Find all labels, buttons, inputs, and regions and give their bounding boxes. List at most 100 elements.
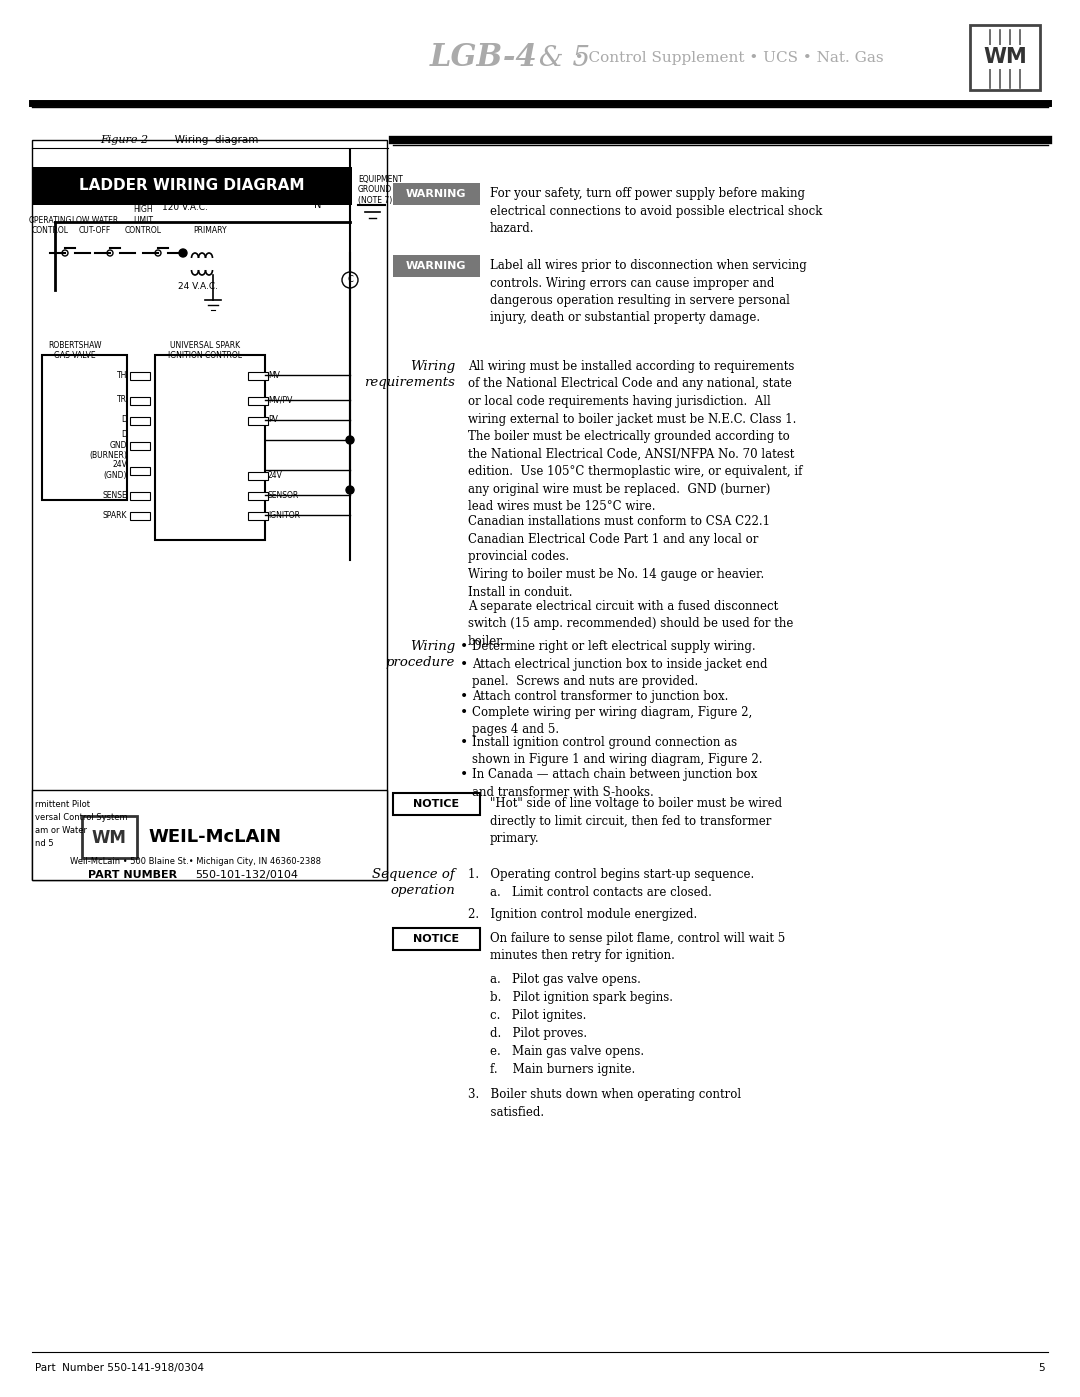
Text: Install ignition control ground connection as
shown in Figure 1 and wiring diagr: Install ignition control ground connecti… xyxy=(472,736,762,767)
Text: SPARK: SPARK xyxy=(103,510,127,520)
Text: LOW WATER
CUT-OFF: LOW WATER CUT-OFF xyxy=(72,215,118,235)
Text: PART NUMBER: PART NUMBER xyxy=(87,870,177,880)
Text: Weil-McLain • 500 Blaine St.• Michigan City, IN 46360-2388: Weil-McLain • 500 Blaine St.• Michigan C… xyxy=(69,858,321,866)
Text: Complete wiring per wiring diagram, Figure 2,
pages 4 and 5.: Complete wiring per wiring diagram, Figu… xyxy=(472,705,753,736)
Bar xyxy=(248,492,268,500)
Bar xyxy=(130,511,150,520)
Bar xyxy=(393,793,480,814)
Text: Wiring
procedure: Wiring procedure xyxy=(386,640,455,669)
Text: Attach electrical junction box to inside jacket end
panel.  Screws and nuts are : Attach electrical junction box to inside… xyxy=(472,658,768,689)
Bar xyxy=(130,372,150,380)
Text: Sequence of
operation: Sequence of operation xyxy=(373,868,455,897)
Bar xyxy=(970,25,1040,89)
Text: rmittent Pilot: rmittent Pilot xyxy=(35,800,90,809)
Bar xyxy=(130,397,150,405)
Text: N: N xyxy=(314,200,322,210)
Text: WM: WM xyxy=(983,47,1027,67)
Text: Wiring
requirements: Wiring requirements xyxy=(364,360,455,388)
Text: nd 5: nd 5 xyxy=(35,840,54,848)
Bar xyxy=(248,416,268,425)
Bar xyxy=(32,168,352,205)
Text: Label all wires prior to disconnection when servicing
controls. Wiring errors ca: Label all wires prior to disconnection w… xyxy=(490,258,807,324)
Text: In Canada — attach chain between junction box
and transformer with S-hooks.: In Canada — attach chain between junctio… xyxy=(472,768,757,799)
Text: •: • xyxy=(460,658,468,672)
Bar xyxy=(130,492,150,500)
Bar xyxy=(248,372,268,380)
Text: 5: 5 xyxy=(1038,1363,1045,1373)
Text: versal Control System: versal Control System xyxy=(35,813,127,821)
Text: A separate electrical circuit with a fused disconnect
switch (15 amp. recommende: A separate electrical circuit with a fus… xyxy=(468,599,794,648)
Text: Wiring to boiler must be No. 14 gauge or heavier.
Install in conduit.: Wiring to boiler must be No. 14 gauge or… xyxy=(468,569,765,598)
Bar xyxy=(248,472,268,481)
Text: 1.   Operating control begins start-up sequence.: 1. Operating control begins start-up seq… xyxy=(468,868,754,882)
Bar xyxy=(130,441,150,450)
Text: a.   Pilot gas valve opens.: a. Pilot gas valve opens. xyxy=(490,972,640,986)
Text: WARNING: WARNING xyxy=(406,189,467,198)
Text: •: • xyxy=(460,705,468,719)
Text: 3.   Boiler shuts down when operating control
      satisfied.: 3. Boiler shuts down when operating cont… xyxy=(468,1088,741,1119)
Bar xyxy=(32,140,387,880)
Text: 24 V.A.C.: 24 V.A.C. xyxy=(178,282,218,291)
Text: e.   Main gas valve opens.: e. Main gas valve opens. xyxy=(490,1045,644,1058)
Text: LADDER WIRING DIAGRAM: LADDER WIRING DIAGRAM xyxy=(79,179,305,194)
Circle shape xyxy=(156,250,161,256)
Text: OPERATING
CONTROL: OPERATING CONTROL xyxy=(28,215,71,235)
Bar xyxy=(393,256,480,277)
Text: SENSE: SENSE xyxy=(103,490,127,500)
Text: The boiler must be electrically grounded according to
the National Electrical Co: The boiler must be electrically grounded… xyxy=(468,430,802,513)
Text: PRIMARY: PRIMARY xyxy=(193,226,227,235)
Text: IGNITOR: IGNITOR xyxy=(268,510,300,520)
Bar xyxy=(248,511,268,520)
Text: "Hot" side of line voltage to boiler must be wired
directly to limit circuit, th: "Hot" side of line voltage to boiler mus… xyxy=(490,798,782,845)
Text: Attach control transformer to junction box.: Attach control transformer to junction b… xyxy=(472,690,728,703)
Text: EQUIPMENT
GROUND
(NOTE 7): EQUIPMENT GROUND (NOTE 7) xyxy=(357,175,403,205)
Circle shape xyxy=(346,436,354,444)
Text: ROBERTSHAW
GAS VALVE: ROBERTSHAW GAS VALVE xyxy=(49,341,102,360)
Text: • Control Supplement • UCS • Nat. Gas: • Control Supplement • UCS • Nat. Gas xyxy=(565,52,883,66)
Text: c.   Pilot ignites.: c. Pilot ignites. xyxy=(490,1009,586,1023)
Text: •: • xyxy=(460,736,468,750)
Text: 120 V.A.C.: 120 V.A.C. xyxy=(162,203,208,212)
Text: Figure 2: Figure 2 xyxy=(100,136,148,145)
Text: On failure to sense pilot flame, control will wait 5
minutes then retry for igni: On failure to sense pilot flame, control… xyxy=(490,932,785,963)
Bar xyxy=(130,416,150,425)
Text: MV/PV: MV/PV xyxy=(268,395,293,405)
Text: D: D xyxy=(121,415,127,425)
Circle shape xyxy=(179,249,187,257)
Text: TH: TH xyxy=(117,370,127,380)
Text: •: • xyxy=(460,690,468,704)
Text: d.   Pilot proves.: d. Pilot proves. xyxy=(490,1027,588,1039)
Text: All wiring must be installed according to requirements
of the National Electrica: All wiring must be installed according t… xyxy=(468,360,796,426)
Bar xyxy=(32,789,387,880)
Bar xyxy=(130,467,150,475)
Text: TR: TR xyxy=(117,395,127,405)
Text: NOTICE: NOTICE xyxy=(413,799,459,809)
Text: 550-101-132/0104: 550-101-132/0104 xyxy=(195,870,298,880)
Circle shape xyxy=(346,486,354,495)
Text: For your safety, turn off power supply before making
electrical connections to a: For your safety, turn off power supply b… xyxy=(490,187,822,235)
Bar xyxy=(156,355,265,541)
Text: Part  Number 550-141-918/0304: Part Number 550-141-918/0304 xyxy=(35,1363,204,1373)
Text: WM: WM xyxy=(92,828,126,847)
Text: SENSOR: SENSOR xyxy=(268,490,299,500)
Text: Determine right or left electrical supply wiring.: Determine right or left electrical suppl… xyxy=(472,640,756,652)
Bar xyxy=(42,355,127,500)
Text: 24V: 24V xyxy=(268,471,283,479)
Text: f.    Main burners ignite.: f. Main burners ignite. xyxy=(490,1063,635,1076)
Text: 2.   Ignition control module energized.: 2. Ignition control module energized. xyxy=(468,908,698,921)
Circle shape xyxy=(107,250,113,256)
Text: 24V
(GND): 24V (GND) xyxy=(104,460,127,479)
Text: am or Water: am or Water xyxy=(35,826,87,835)
Text: Canadian installations must conform to CSA C22.1
Canadian Electrical Code Part 1: Canadian installations must conform to C… xyxy=(468,515,770,563)
Text: WARNING: WARNING xyxy=(406,261,467,271)
Circle shape xyxy=(62,250,68,256)
Text: UNIVERSAL SPARK
IGNITION CONTROL: UNIVERSAL SPARK IGNITION CONTROL xyxy=(168,341,242,360)
Text: MV: MV xyxy=(268,370,280,380)
Text: C: C xyxy=(347,275,353,285)
Text: Wiring  diagram: Wiring diagram xyxy=(165,136,258,145)
Text: HIGH
LIMIT
CONTROL: HIGH LIMIT CONTROL xyxy=(124,205,162,235)
Text: LGB-4: LGB-4 xyxy=(430,42,538,74)
Bar xyxy=(82,816,137,858)
Bar xyxy=(393,928,480,950)
Text: & 5: & 5 xyxy=(530,45,590,71)
